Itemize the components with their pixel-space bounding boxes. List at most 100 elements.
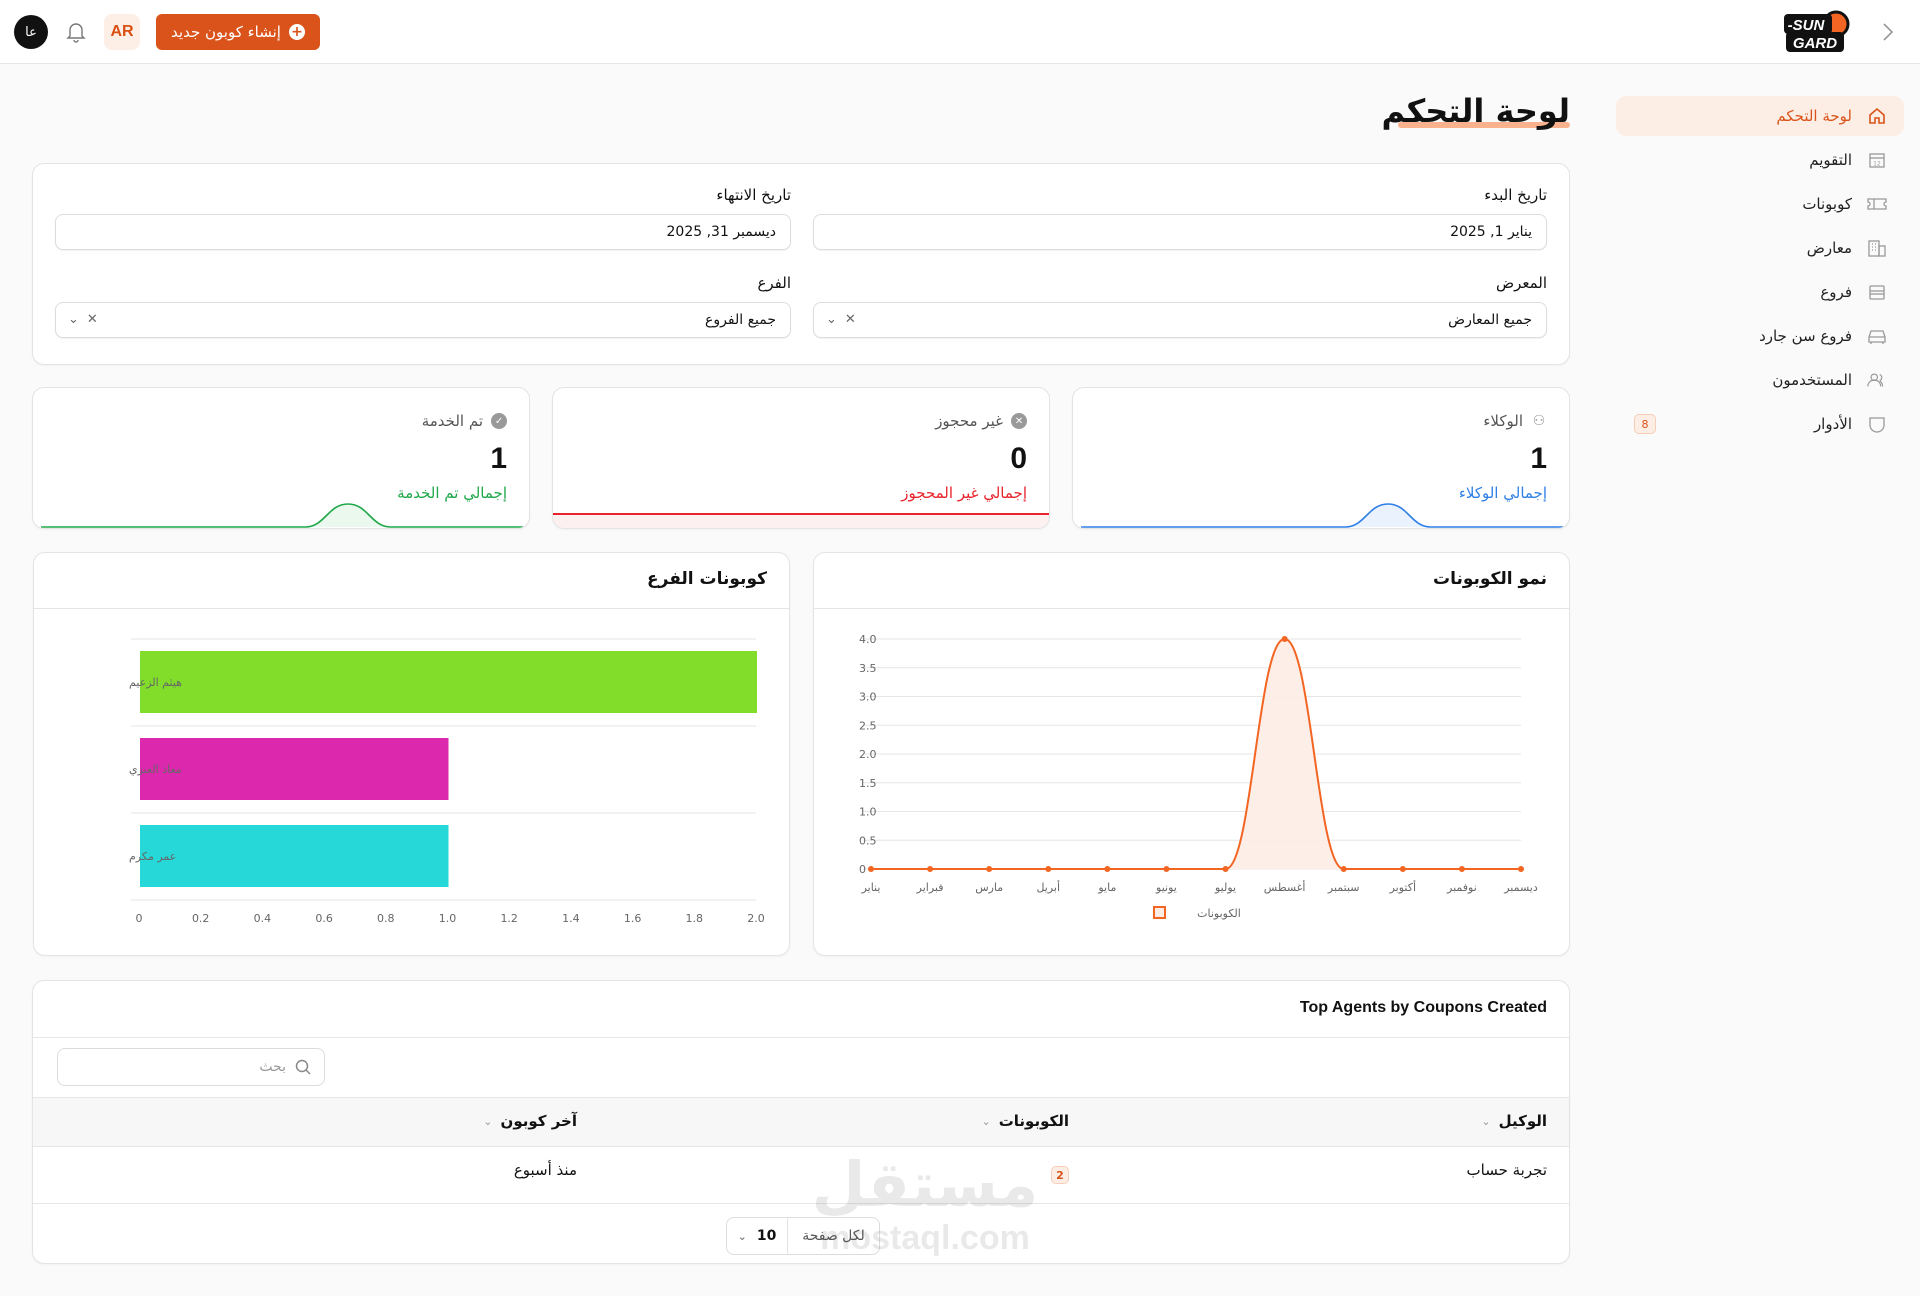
svg-text:0.2: 0.2 (192, 912, 210, 925)
car-icon (1866, 325, 1888, 347)
svg-text:هيثم الزعيم: هيثم الزعيم (129, 676, 182, 689)
clear-icon[interactable]: ✕ (844, 312, 856, 327)
sidebar-item-label: الأدوار (1813, 415, 1852, 433)
cell-coupons-badge: 2 (1051, 1166, 1069, 1184)
divider (33, 1097, 1569, 1098)
table-title: Top Agents by Coupons Created (1299, 999, 1547, 1016)
user-avatar[interactable]: AR (104, 14, 140, 50)
brand-logo: SUN- GARD (1776, 8, 1854, 56)
search-input[interactable]: بحث (57, 1048, 325, 1086)
store-icon (1866, 281, 1888, 303)
showroom-select[interactable]: جميع المعارض ⌄ ✕ (813, 302, 1547, 338)
svg-text:نوفمبر: نوفمبر (1446, 881, 1477, 894)
language-toggle[interactable]: عا (14, 15, 48, 49)
per-page-select[interactable]: لكل صفحة ⌄ 10 (726, 1217, 880, 1255)
branch-select[interactable]: جميع الفروع ⌄ ✕ (55, 302, 791, 338)
clear-icon[interactable]: ✕ (86, 312, 98, 327)
users-icon (1866, 369, 1888, 391)
svg-text:4.0: 4.0 (859, 633, 877, 646)
sidebar-item-calendar[interactable]: 12 التقويم (1616, 140, 1904, 180)
sidebar-item-coupons[interactable]: كوبونات (1616, 184, 1904, 224)
column-header-last-coupon[interactable]: آخر كوبون ⌄ (483, 1112, 577, 1130)
divider (33, 1203, 1569, 1204)
series-line (871, 637, 1521, 870)
column-label: الكوبونات (998, 1112, 1069, 1130)
sidebar-item-branches[interactable]: فروع (1616, 272, 1904, 312)
svg-text:0: 0 (859, 863, 866, 876)
stat-value: 0 (1010, 442, 1027, 475)
stat-card-unbooked: ✕ غير محجوز 0 إجمالي غير المحجوز (552, 387, 1050, 529)
divider (33, 1037, 1569, 1038)
sort-chevron-icon: ⌄ (483, 1114, 493, 1128)
column-header-coupons[interactable]: الكوبونات ⌄ (982, 1112, 1070, 1130)
svg-text:1.0: 1.0 (859, 806, 877, 819)
chevron-down-icon[interactable]: ⌄ (826, 312, 837, 327)
svg-text:0: 0 (136, 912, 143, 925)
sidebar-item-roles[interactable]: الأدوار 8 (1616, 404, 1904, 444)
data-point (1163, 866, 1170, 872)
stat-subtitle: إجمالي غير المحجوز (901, 484, 1027, 502)
coupon-growth-chart[interactable]: 0 0.5 1.0 1.5 2.0 2.5 3.0 3.5 4.0 يناير فبراير مارس… (814, 609, 1571, 955)
sidebar-item-dashboard[interactable]: لوحة التحكم (1616, 96, 1904, 136)
page-title: لوحة التحكم (1381, 92, 1571, 130)
svg-text:أكتوبر: أكتوبر (1389, 880, 1416, 894)
data-point (1222, 866, 1229, 872)
sidebar-item-label: كوبونات (1802, 195, 1852, 213)
branch-label: الفرع (757, 274, 791, 292)
data-point (1340, 866, 1347, 872)
end-date-label: تاريخ الانتهاء (716, 186, 791, 204)
svg-text:0.6: 0.6 (315, 912, 333, 925)
svg-text:أغسطس: أغسطس (1264, 880, 1306, 894)
start-date-value: يناير 1, 2025 (1450, 224, 1532, 240)
bar (140, 825, 449, 887)
stat-card-served: ✓ تم الخدمة 1 إجمالي تم الخدمة (32, 387, 530, 529)
title-underline (1398, 122, 1570, 128)
agents-sparkline (1081, 503, 1563, 528)
create-coupon-button[interactable]: + إنشاء كوبون جديد (156, 14, 320, 50)
svg-text:2.0: 2.0 (747, 912, 765, 925)
column-header-agent[interactable]: الوكيل ⌄ (1481, 1112, 1547, 1130)
svg-text:2.5: 2.5 (859, 719, 877, 732)
collapse-sidebar-button[interactable] (1874, 18, 1902, 46)
stat-value: 1 (1530, 442, 1547, 475)
sidebar-item-label: المستخدمون (1772, 371, 1852, 389)
svg-text:1.2: 1.2 (500, 912, 518, 925)
sidebar-item-users[interactable]: المستخدمون (1616, 360, 1904, 400)
chart-header: كوبونات الفرع (34, 553, 789, 609)
stat-subtitle: إجمالي تم الخدمة (397, 484, 507, 502)
svg-text:0.8: 0.8 (377, 912, 395, 925)
sidebar-item-label: فروع (1820, 283, 1852, 301)
cell-agent: تجربة حساب (1466, 1161, 1547, 1179)
sidebar-item-showrooms[interactable]: معارض (1616, 228, 1904, 268)
branch-coupons-chart[interactable]: هيثم الزعيم معاذ العنزي عمر مكرم 0 0.2 0.4 0.6… (34, 609, 791, 955)
branch-value: جميع الفروع (705, 312, 776, 328)
per-page-value: 10 (756, 1228, 777, 1244)
search-icon (295, 1059, 311, 1075)
chart-title: نمو الكوبونات (1432, 569, 1547, 589)
svg-text:1.5: 1.5 (859, 777, 877, 790)
create-coupon-label: إنشاء كوبون جديد (171, 23, 281, 41)
chart-title: كوبونات الفرع (647, 569, 767, 589)
x-circle-icon: ✕ (1011, 413, 1027, 429)
showroom-label: المعرض (1495, 274, 1547, 292)
svg-text:يناير: يناير (861, 881, 881, 894)
start-date-field[interactable]: يناير 1, 2025 (813, 214, 1547, 250)
cell-last-coupon: منذ أسبوع (513, 1161, 577, 1179)
calendar-icon: 12 (1866, 149, 1888, 171)
stat-label: غير محجوز (935, 412, 1003, 430)
notifications-button[interactable] (62, 18, 90, 46)
roles-count-badge: 8 (1634, 414, 1656, 434)
sort-chevron-icon: ⌄ (981, 1114, 991, 1128)
svg-text:مارس: مارس (975, 881, 1003, 894)
svg-text:مايو: مايو (1097, 881, 1116, 894)
end-date-field[interactable]: ديسمبر 31, 2025 (55, 214, 791, 250)
sidebar-item-sungard-branches[interactable]: فروع سن جارد (1616, 316, 1904, 356)
chevron-down-icon[interactable]: ⌄ (68, 312, 79, 327)
svg-text:3.5: 3.5 (859, 662, 877, 675)
sidebar-item-label: التقويم (1809, 151, 1852, 169)
end-date-value: ديسمبر 31, 2025 (666, 224, 777, 240)
svg-text:0.4: 0.4 (254, 912, 272, 925)
search-placeholder: بحث (259, 1059, 286, 1075)
chevron-down-icon: ⌄ (737, 1229, 747, 1243)
stat-card-agents: ⚇ الوكلاء 1 إجمالي الوكلاء (1072, 387, 1570, 529)
